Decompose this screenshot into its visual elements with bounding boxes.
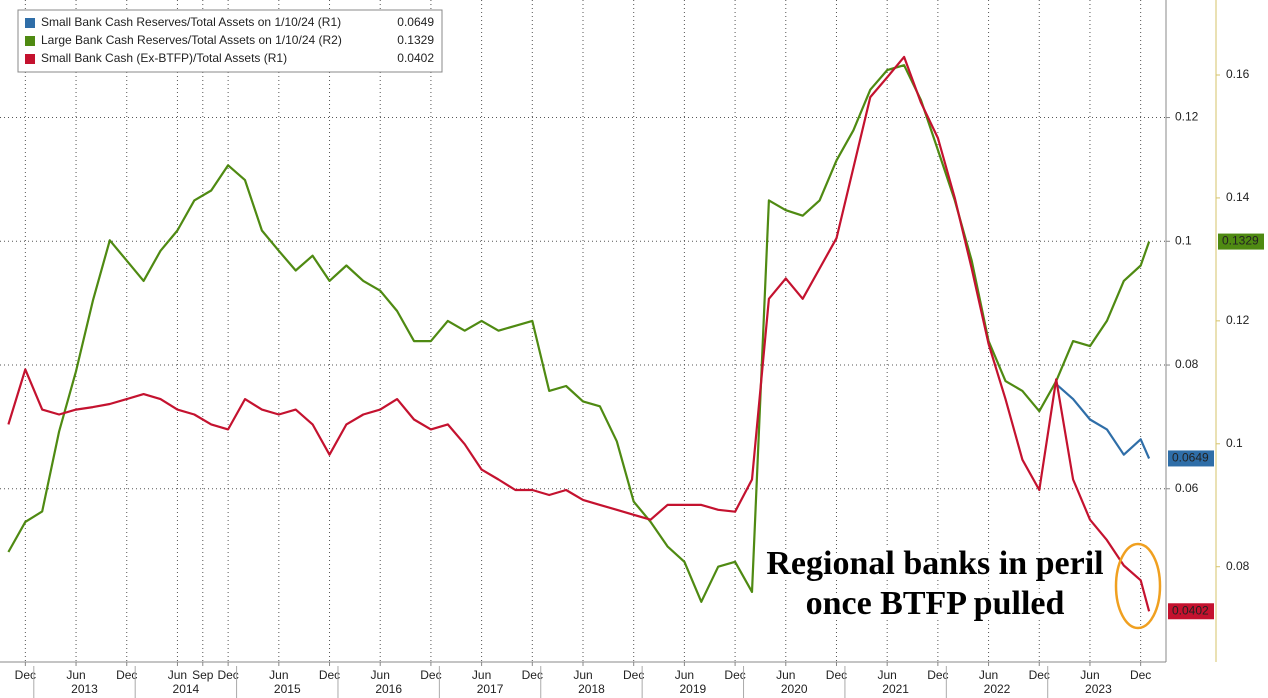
highlight-ellipse: [1114, 542, 1162, 630]
year-label: 2022: [984, 682, 1011, 696]
legend-swatch: [25, 54, 35, 64]
x-tick-label: Jun: [877, 668, 896, 682]
legend-box: [17, 9, 443, 73]
y2-tick-label: 0.1: [1226, 436, 1243, 450]
value-tag-label: 0.0402: [1172, 603, 1209, 617]
series-line: [7, 55, 1151, 612]
y-tick-label: 0.1: [1175, 233, 1192, 247]
x-tick-label: Jun: [979, 668, 998, 682]
x-tick-label: Sep: [192, 668, 214, 682]
y-tick-label: 0.12: [1175, 110, 1199, 124]
legend-value: 0.0402: [397, 51, 434, 65]
y-tick-label: 0.08: [1175, 357, 1199, 371]
legend-swatch: [25, 36, 35, 46]
x-tick-label: Jun: [371, 668, 390, 682]
year-label: 2018: [578, 682, 605, 696]
x-tick-label: Jun: [776, 668, 795, 682]
value-tag: [1168, 603, 1214, 620]
legend-label: Small Bank Cash (Ex-BTFP)/Total Assets (…: [41, 51, 287, 65]
x-tick-label: Jun: [1080, 668, 1099, 682]
y2-tick-label: 0.12: [1226, 313, 1250, 327]
value-tag: [1218, 233, 1264, 250]
x-tick-label: Dec: [826, 668, 847, 682]
x-tick-label: Jun: [269, 668, 288, 682]
y2-tick-label: 0.16: [1226, 67, 1250, 81]
x-tick-label: Dec: [420, 668, 441, 682]
x-tick-label: Dec: [1029, 668, 1050, 682]
legend-value: 0.0649: [397, 15, 434, 29]
value-tag-label: 0.1329: [1222, 234, 1259, 248]
x-tick-label: Dec: [522, 668, 543, 682]
x-tick-label: Dec: [927, 668, 948, 682]
y-tick-label: 0.06: [1175, 481, 1199, 495]
x-tick-label: Dec: [116, 668, 137, 682]
x-tick-label: Dec: [217, 668, 238, 682]
series-line: [1055, 383, 1151, 459]
x-tick-label: Jun: [66, 668, 85, 682]
year-label: 2021: [882, 682, 909, 696]
y2-tick-label: 0.14: [1226, 190, 1250, 204]
x-tick-label: Dec: [319, 668, 340, 682]
year-label: 2020: [781, 682, 808, 696]
x-tick-label: Jun: [573, 668, 592, 682]
annotation: once BTFP pulled: [806, 585, 1065, 622]
x-tick-label: Dec: [1130, 668, 1151, 682]
year-label: 2016: [375, 682, 402, 696]
year-label: 2017: [477, 682, 504, 696]
year-label: 2014: [173, 682, 200, 696]
year-label: 2015: [274, 682, 301, 696]
x-tick-label: Jun: [168, 668, 187, 682]
value-tag: [1168, 450, 1214, 467]
x-tick-label: Dec: [623, 668, 644, 682]
x-tick-label: Jun: [675, 668, 694, 682]
year-label: 2023: [1085, 682, 1112, 696]
x-tick-label: Dec: [15, 668, 36, 682]
legend-swatch: [25, 18, 35, 28]
lines: [7, 55, 1151, 612]
legend-label: Large Bank Cash Reserves/Total Assets on…: [41, 33, 342, 47]
annotation: Regional banks in peril: [766, 545, 1103, 582]
legend-label: Small Bank Cash Reserves/Total Assets on…: [41, 15, 341, 29]
y2-tick-label: 0.08: [1226, 559, 1250, 573]
year-label: 2013: [71, 682, 98, 696]
legend: Small Bank Cash Reserves/Total Assets on…: [17, 9, 443, 73]
x-tick-label: Dec: [724, 668, 745, 682]
x-tick-label: Jun: [472, 668, 491, 682]
value-tag-label: 0.0649: [1172, 451, 1209, 465]
legend-value: 0.1329: [397, 33, 434, 47]
year-label: 2019: [679, 682, 706, 696]
